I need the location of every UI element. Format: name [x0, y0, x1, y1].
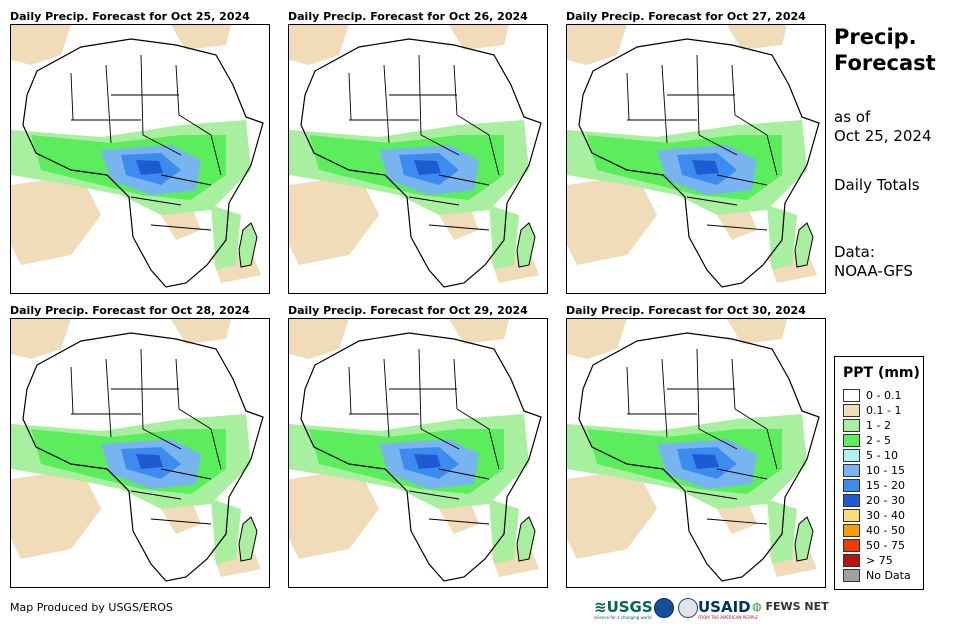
- legend-swatch: [843, 538, 860, 552]
- precip-map: [566, 318, 826, 588]
- forecast-panel-5: Daily Precip. Forecast for Oct 29, 2024: [288, 304, 548, 594]
- legend-swatch: [843, 508, 860, 522]
- panel-title: Daily Precip. Forecast for Oct 27, 2024: [566, 10, 806, 23]
- precip-map: [288, 24, 548, 294]
- panel-title: Daily Precip. Forecast for Oct 29, 2024: [288, 304, 528, 317]
- forecast-title: Precip. Forecast: [834, 24, 936, 76]
- usgs-waves-icon: ≋: [594, 598, 607, 616]
- usgs-logo-text: USGS: [606, 598, 653, 616]
- legend-swatch: [843, 478, 860, 492]
- title-line-2: Forecast: [834, 51, 936, 75]
- legend-item: 20 - 30: [843, 493, 905, 508]
- legend-item: 30 - 40: [843, 508, 905, 523]
- nasa-seal-icon: [678, 598, 698, 618]
- globe-icon: ◍: [752, 600, 762, 613]
- fews-net-logo: ◍ FEWS NET: [752, 600, 829, 613]
- legend-label: > 75: [866, 554, 893, 567]
- map-credit: Map Produced by USGS/EROS: [10, 601, 173, 614]
- legend-label: 50 - 75: [866, 539, 905, 552]
- precip-legend: PPT (mm) 0 - 0.1 0.1 - 1 1 - 2 2 - 5 5 -…: [834, 356, 924, 590]
- panel-title: Daily Precip. Forecast for Oct 30, 2024: [566, 304, 806, 317]
- usaid-tagline: FROM THE AMERICAN PEOPLE: [698, 615, 758, 620]
- legend-item: > 75: [843, 553, 893, 568]
- legend-item: 1 - 2: [843, 418, 891, 433]
- usaid-logo-text: USAID: [698, 598, 751, 616]
- legend-swatch: [843, 463, 860, 477]
- legend-label: 0.1 - 1: [866, 404, 902, 417]
- panel-title: Daily Precip. Forecast for Oct 25, 2024: [10, 10, 250, 23]
- legend-label: 2 - 5: [866, 434, 891, 447]
- usgs-tagline: science for a changing world: [594, 615, 652, 620]
- forecast-panel-2: Daily Precip. Forecast for Oct 26, 2024: [288, 10, 548, 300]
- legend-swatch: [843, 388, 860, 402]
- data-source: NOAA-GFS: [834, 262, 913, 280]
- precip-map: [10, 318, 270, 588]
- legend-swatch: [843, 433, 860, 447]
- forecast-panel-6: Daily Precip. Forecast for Oct 30, 2024: [566, 304, 826, 594]
- data-source-text: Data: NOAA-GFS: [834, 243, 913, 281]
- data-label: Data:: [834, 243, 875, 261]
- legend-item: 2 - 5: [843, 433, 891, 448]
- legend-item: 0.1 - 1: [843, 403, 901, 418]
- panel-title: Daily Precip. Forecast for Oct 26, 2024: [288, 10, 528, 23]
- legend-label: No Data: [866, 569, 911, 582]
- legend-item: 50 - 75: [843, 538, 905, 553]
- as-of-date: Oct 25, 2024: [834, 127, 932, 145]
- legend-swatch: [843, 448, 860, 462]
- legend-label: 0 - 0.1: [866, 389, 902, 402]
- title-line-1: Precip.: [834, 25, 917, 49]
- legend-label: 15 - 20: [866, 479, 905, 492]
- legend-item: 5 - 10: [843, 448, 898, 463]
- precip-map: [10, 24, 270, 294]
- legend-item: 40 - 50: [843, 523, 905, 538]
- legend-swatch: [843, 493, 860, 507]
- legend-label: 20 - 30: [866, 494, 905, 507]
- legend-label: 1 - 2: [866, 419, 891, 432]
- forecast-panel-1: Daily Precip. Forecast for Oct 25, 2024: [10, 10, 270, 300]
- legend-swatch: [843, 523, 860, 537]
- legend-title: PPT (mm): [843, 365, 920, 381]
- fews-net-logo-text: FEWS NET: [765, 600, 829, 613]
- usaid-logo: USAID FROM THE AMERICAN PEOPLE: [698, 598, 758, 620]
- forecast-panel-3: Daily Precip. Forecast for Oct 27, 2024: [566, 10, 826, 300]
- legend-swatch: [843, 568, 860, 582]
- legend-item: 10 - 15: [843, 463, 905, 478]
- as-of-label: as of: [834, 108, 871, 126]
- panel-title: Daily Precip. Forecast for Oct 28, 2024: [10, 304, 250, 317]
- legend-item: 15 - 20: [843, 478, 905, 493]
- precip-map: [566, 24, 826, 294]
- legend-swatch: [843, 403, 860, 417]
- noaa-logo-icon: [654, 598, 674, 618]
- daily-totals-text: Daily Totals: [834, 176, 920, 194]
- legend-label: 5 - 10: [866, 449, 898, 462]
- as-of-text: as of Oct 25, 2024: [834, 108, 932, 146]
- legend-label: 40 - 50: [866, 524, 905, 537]
- legend-item: No Data: [843, 568, 911, 583]
- usgs-logo: ≋USGS science for a changing world: [594, 598, 653, 620]
- forecast-panel-4: Daily Precip. Forecast for Oct 28, 2024: [10, 304, 270, 594]
- legend-label: 30 - 40: [866, 509, 905, 522]
- legend-swatch: [843, 553, 860, 567]
- legend-label: 10 - 15: [866, 464, 905, 477]
- precip-map: [288, 318, 548, 588]
- legend-item: 0 - 0.1: [843, 388, 901, 403]
- legend-swatch: [843, 418, 860, 432]
